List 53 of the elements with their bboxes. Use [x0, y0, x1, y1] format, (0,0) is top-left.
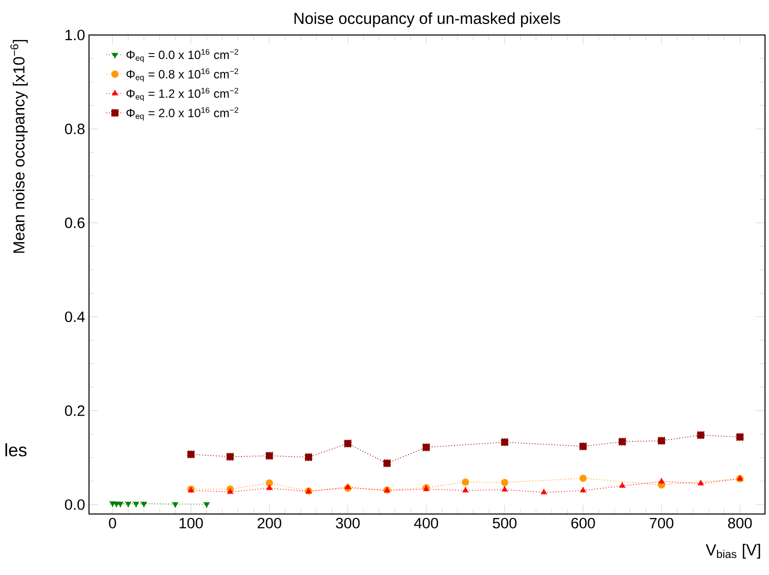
legend-label: Φ$_{eq}$ = 2.0 x 10$^{16}$ cm$^{−2}$ [126, 107, 238, 121]
point [140, 502, 148, 508]
x-tick-label: 600 [571, 518, 595, 528]
point [344, 440, 352, 448]
point [658, 436, 666, 445]
legend-label: Φ$_{eq}$ = 0.0 x 10$^{16}$ cm$^{−2}$ [126, 49, 238, 62]
point [696, 431, 705, 439]
point [658, 478, 665, 484]
point [462, 486, 469, 493]
point [172, 502, 179, 508]
point [618, 482, 626, 488]
y-tick-label: 1.0 [66, 30, 85, 40]
legend-label: Φ$_{eq}$ = 0.8 x 10$^{16}$ cm$^{−2}$ [126, 68, 238, 82]
y-tick-label: 0.6 [64, 218, 85, 228]
x-tick-label: 800 [728, 518, 752, 528]
x-tick-label: 100 [180, 518, 203, 528]
point [579, 474, 587, 482]
point [579, 442, 587, 450]
x-axis-title: V$_{bias}$ [V] [706, 544, 760, 559]
point [203, 502, 210, 508]
point [462, 478, 470, 486]
point [266, 484, 273, 490]
point [124, 502, 132, 508]
point [500, 478, 509, 486]
y-axis-title: Mean noise occupancy [x10$^{−6}$] [10, 40, 28, 253]
y-tick-label: 0.0 [64, 499, 85, 510]
point [265, 452, 274, 460]
x-tick-label: 300 [336, 518, 360, 528]
y-tick-label: 0.2 [64, 405, 84, 416]
y-tick-label: 0.4 [64, 311, 85, 322]
x-tick-label: 0 [108, 518, 116, 528]
point [132, 502, 140, 508]
point [304, 453, 312, 462]
point [501, 486, 508, 492]
point [540, 488, 548, 495]
point [422, 443, 430, 452]
point [500, 438, 509, 446]
point [187, 450, 195, 458]
x-tick-label: 500 [492, 518, 517, 528]
x-tick-label: 400 [414, 518, 438, 528]
legend-label: Φ$_{eq}$ = 1.2 x 10$^{16}$ cm$^{−2}$ [126, 88, 238, 102]
point [383, 459, 391, 468]
chart-title: Noise occupancy of un-masked pixels [294, 12, 560, 28]
text: les [5, 443, 27, 456]
x-tick-label: 700 [650, 518, 674, 528]
point [226, 452, 234, 461]
point [116, 502, 124, 508]
y-tick-label: 0.8 [64, 124, 85, 134]
point [580, 486, 586, 493]
x-tick-label: 200 [258, 518, 282, 528]
point [344, 483, 352, 490]
point [736, 433, 744, 441]
point [618, 438, 626, 446]
